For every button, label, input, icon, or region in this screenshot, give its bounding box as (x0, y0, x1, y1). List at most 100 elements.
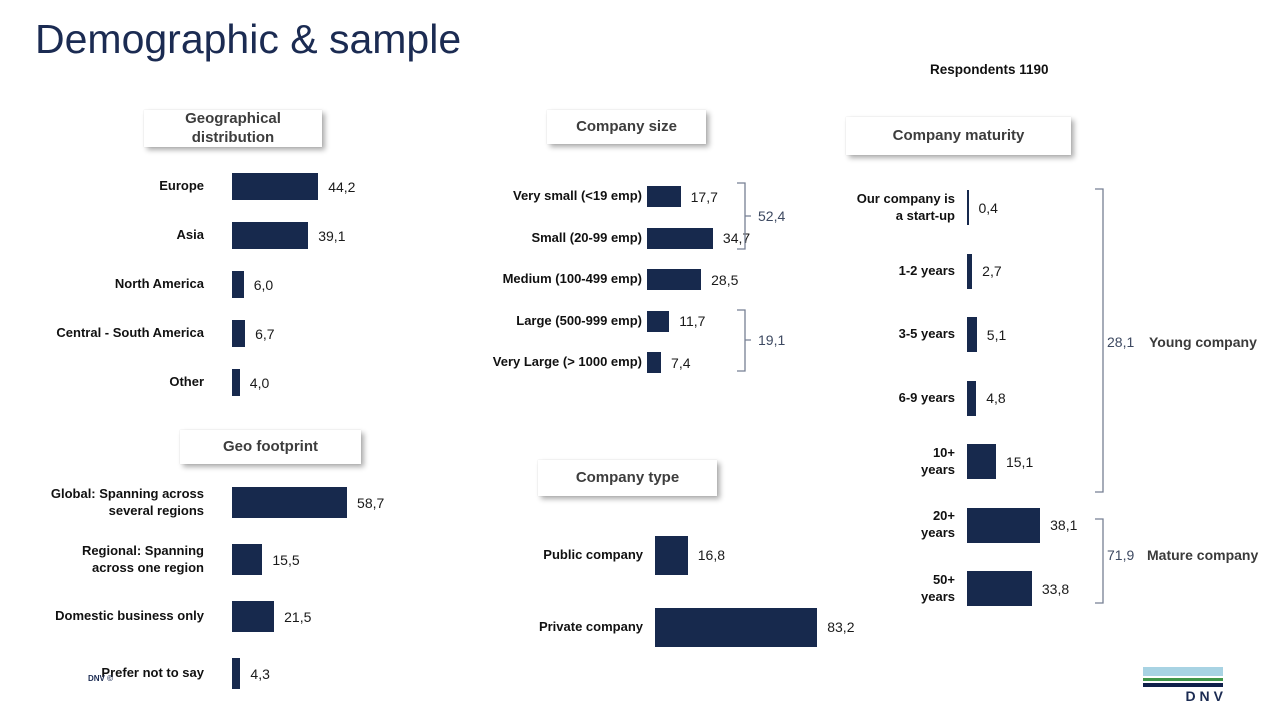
category-label: Regional: Spanning across one region (81, 542, 204, 575)
value-label: 6,7 (255, 325, 275, 342)
category-label: Other (169, 374, 204, 390)
category-label: Central - South America (56, 325, 204, 341)
chart-row: North America 6,0 (40, 260, 355, 309)
dnv-logo: DNV (1143, 667, 1223, 704)
bar (967, 380, 977, 416)
value-label: 6,0 (253, 276, 274, 293)
chart-header-company-type: Company type (538, 460, 717, 496)
value-label: 2,7 (982, 263, 1002, 280)
value-label: 58,7 (357, 494, 385, 511)
value-label: 34,7 (722, 230, 751, 247)
bar (647, 269, 702, 291)
bar (647, 352, 662, 374)
value-label: 83,2 (827, 619, 855, 635)
logo-text: DNV (1185, 688, 1227, 704)
bracket-value-mature-company: 71,9 (1107, 547, 1135, 563)
category-label: Medium (100-499 emp) (502, 271, 642, 287)
chart-header-geographical-distribution: Geographical distribution (144, 110, 322, 147)
chart-company-maturity: Our company is a start-up 0,4 1-2 years 2,7… (820, 176, 1077, 621)
logo-stripe-green (1143, 678, 1223, 681)
chart-header-geo-footprint: Geo footprint (180, 430, 361, 464)
chart-geo-footprint: Global: Spanning across several regions 5… (40, 474, 384, 702)
logo-stripe-navy (1143, 683, 1223, 687)
chart-row: 3-5 years 5,1 (820, 303, 1077, 367)
bar (967, 190, 969, 226)
bar (232, 487, 348, 518)
category-label: Prefer not to say (101, 665, 204, 681)
bar (967, 571, 1032, 607)
chart-row: Our company is a start-up 0,4 (820, 176, 1077, 240)
value-label: 39,1 (318, 227, 346, 244)
bar (967, 317, 977, 353)
category-label: Private company (538, 618, 643, 634)
bracket-young-company (1095, 188, 1104, 493)
value-label: 0,4 (978, 199, 998, 216)
bar (232, 369, 240, 396)
bar (967, 444, 996, 480)
bar (232, 271, 244, 298)
category-label: Small (20-99 emp) (531, 229, 642, 245)
bar (647, 310, 670, 332)
chart-row: Small (20-99 emp) 34,7 (470, 218, 750, 260)
chart-company-type: Public company 16,8 Private company 83,2 (470, 519, 854, 663)
chart-row: Large (500-999 emp) 11,7 (470, 301, 750, 343)
bar (647, 227, 713, 249)
chart-row: Public company 16,8 (470, 519, 854, 591)
chart-row: Europe 44,2 (40, 162, 355, 211)
bar (655, 535, 688, 575)
bracket-small-companies (737, 182, 751, 250)
chart-row: 1-2 years 2,7 (820, 240, 1077, 304)
category-label: Our company is a start-up (856, 190, 955, 223)
value-label: 4,8 (986, 390, 1006, 407)
value-label: 4,0 (249, 374, 270, 391)
footer-copyright: DNV © (88, 674, 114, 683)
category-label: 20+ years (921, 508, 955, 541)
chart-row: Private company 83,2 (470, 591, 854, 663)
page-title: Demographic & sample (35, 16, 462, 62)
chart-row: Central - South America 6,7 (40, 309, 355, 358)
value-label: 28,5 (711, 271, 739, 288)
chart-geographical-distribution: Europe 44,2 Asia 39,1 North America 6,0 Centra… (40, 162, 355, 407)
category-label: Large (500-999 emp) (516, 312, 642, 328)
category-label: Very Large (> 1000 emp) (492, 354, 642, 370)
category-label: Domestic business only (55, 608, 204, 624)
chart-row: Prefer not to say 4,3 (40, 645, 384, 702)
bar (232, 320, 246, 347)
bar (232, 658, 241, 689)
value-label: 17,7 (690, 188, 718, 205)
value-label: 38,1 (1050, 517, 1078, 534)
bar (232, 544, 263, 575)
chart-row: 6-9 years 4,8 (820, 367, 1077, 431)
chart-company-size: Very small (<19 emp) 17,7 Small (20-99 emp… (470, 176, 750, 384)
value-label: 5,1 (986, 326, 1007, 343)
bar (967, 253, 973, 289)
bar (232, 222, 309, 249)
bracket-label-young-company: Young company (1149, 334, 1257, 350)
category-label: 10+ years (921, 444, 955, 477)
bracket-mature-company (1095, 518, 1104, 604)
chart-row: Very Large (> 1000 emp) 7,4 (470, 342, 750, 384)
chart-row: Global: Spanning across several regions 5… (40, 474, 384, 531)
category-label: 3-5 years (898, 326, 955, 342)
bracket-large-companies (737, 309, 751, 372)
chart-row: Medium (100-499 emp) 28,5 (470, 259, 750, 301)
category-label: North America (114, 276, 204, 292)
category-label: Public company (543, 546, 643, 562)
bar (655, 607, 818, 647)
category-label: Global: Spanning across several regions (50, 485, 204, 518)
value-label: 15,1 (1005, 453, 1034, 470)
chart-row: Very small (<19 emp) 17,7 (470, 176, 750, 218)
bracket-label-mature-company: Mature company (1147, 547, 1259, 563)
bracket-value-young-company: 28,1 (1107, 334, 1135, 350)
bar (967, 507, 1041, 543)
category-label: Very small (<19 emp) (513, 188, 642, 204)
chart-row: Other 4,0 (40, 358, 355, 407)
value-label: 33,8 (1041, 580, 1070, 597)
chart-row: Asia 39,1 (40, 211, 355, 260)
value-label: 4,3 (250, 665, 270, 682)
chart-row: 10+ years 15,1 (820, 430, 1077, 494)
category-label: 50+ years (921, 571, 955, 604)
bar (232, 173, 319, 200)
bracket-value-large-companies: 19,1 (758, 332, 786, 348)
logo-stripe-lightblue (1143, 667, 1223, 676)
